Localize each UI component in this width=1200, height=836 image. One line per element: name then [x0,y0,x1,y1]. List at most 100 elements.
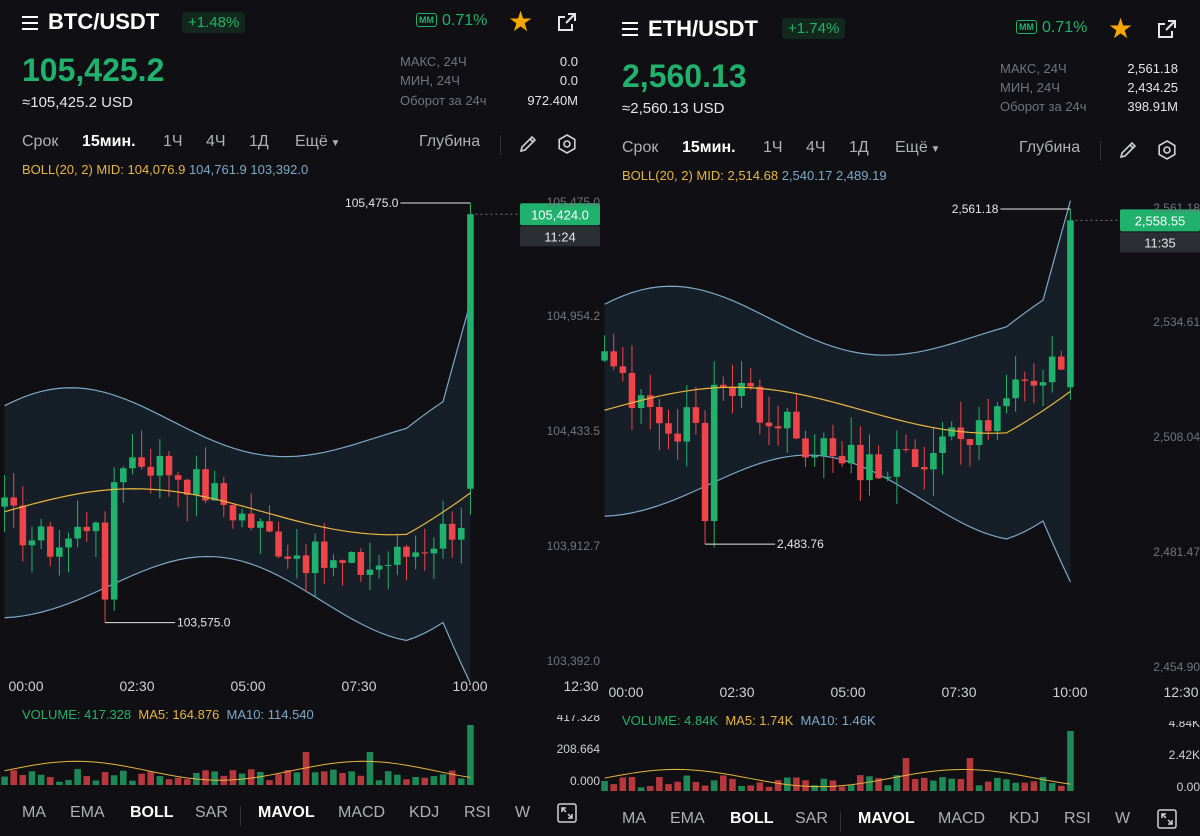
more-timeframes[interactable]: Ещё ▼ [295,133,340,151]
more-timeframes[interactable]: Ещё ▼ [895,139,940,157]
ind-boll[interactable]: BOLL [730,810,774,827]
candle [92,522,100,532]
candle [320,541,328,568]
tf-4h[interactable]: 4Ч [806,139,826,156]
tf-15m[interactable]: 15мин. [82,133,136,150]
pair-name[interactable]: BTC/USDT [48,9,160,34]
candle [366,569,374,575]
tf-4h[interactable]: 4Ч [206,133,226,150]
fullscreen-icon[interactable] [1156,808,1178,830]
ind-macd[interactable]: MACD [938,810,986,827]
mm-badge[interactable]: MM [1016,20,1037,34]
volume-ma10: MA10: 1.46K [800,713,876,728]
stat-label: МИН, 24Ч [400,73,460,88]
volume-bar [430,776,438,785]
ind-rsi[interactable]: RSI [1064,810,1091,827]
tf-15m[interactable]: 15мин. [682,139,736,156]
volume-bar [284,770,292,785]
candle [610,351,617,367]
ind-ema[interactable]: EMA [70,804,105,821]
candle [266,521,273,532]
volume-bar [65,779,72,785]
pair-name[interactable]: ETH/USDT [648,16,758,41]
timeframe-bar: Срок 15мин. 1Ч 4Ч 1Д Ещё ▼ Глубина [600,139,1200,163]
candle [439,523,447,549]
boll-lower: 103,392.0 [250,162,309,177]
pencil-icon[interactable] [1117,139,1139,161]
volume-bar [893,775,901,791]
price-axis-label: 103,912.7 [547,539,600,553]
candle [458,527,465,540]
volume-bar [74,769,81,785]
volume-bar [802,780,809,791]
depth-tab[interactable]: Глубина [419,133,481,150]
volume-bar [403,779,410,785]
boll-lower: 2,489.19 [835,168,887,183]
candle [1067,220,1074,388]
volume-bar [646,785,654,791]
ind-w[interactable]: W [1115,810,1131,827]
tf-1d[interactable]: 1Д [249,133,269,150]
ind-w[interactable]: W [515,804,531,821]
volume-bar [147,771,155,785]
tf-1d[interactable]: 1Д [849,139,869,156]
menu-icon[interactable] [622,22,638,36]
ind-kdj[interactable]: KDJ [409,804,440,821]
tf-1h[interactable]: 1Ч [163,133,183,150]
stat-label: Оборот за 24ч [1000,99,1087,114]
price-chart[interactable]: 2,561.18 2,483.76 2,558.55 11:35 2,561.18 2,5… [600,191,1200,711]
volume-bar [656,776,663,791]
candle [911,449,919,468]
ind-macd[interactable]: MACD [338,804,386,821]
volume-ma5-line [4,760,471,781]
volume-bar [394,774,401,785]
high-marker-label: 105,475.0 [345,196,399,210]
volume-chart[interactable]: 4.84K 2.42K 0.00 [600,721,1200,799]
volume-chart[interactable]: 417.328 208.664 0.000 [0,715,600,793]
volume-bar [293,772,301,785]
ind-ema[interactable]: EMA [670,810,705,827]
candle [284,556,292,559]
ind-sar[interactable]: SAR [195,804,228,821]
mm-badge[interactable]: MM [416,13,437,27]
share-icon[interactable] [1156,18,1178,40]
fullscreen-icon[interactable] [556,802,578,824]
boll-upper-line [604,200,1072,356]
volume-bar [738,785,745,791]
candle [421,552,429,554]
ind-sar[interactable]: SAR [795,810,828,827]
volume-bar [211,771,218,785]
candle [802,438,809,458]
ind-ma[interactable]: MA [622,810,646,827]
share-icon[interactable] [556,11,578,33]
star-icon[interactable]: ★ [1108,13,1134,44]
ind-ma[interactable]: MA [22,804,46,821]
price-chart[interactable]: 105,475.0 103,575.0 105,424.0 11:24 105,475.… [0,185,600,705]
volume-bar [266,780,273,785]
volume-bar [311,772,319,785]
volume-bar [665,784,672,791]
ind-mavol[interactable]: MAVOL [858,810,915,827]
gear-icon[interactable] [556,133,578,155]
depth-tab[interactable]: Глубина [1019,139,1081,156]
volume-bar [156,776,164,785]
candle [783,411,791,429]
ind-rsi[interactable]: RSI [464,804,491,821]
star-icon[interactable]: ★ [508,6,534,37]
pencil-icon[interactable] [517,133,539,155]
volume-bar [966,758,974,791]
menu-icon[interactable] [22,16,38,30]
candle [893,449,901,477]
price-axis-label: 2,454.90 [1153,660,1200,674]
boll-lower-line [4,555,471,684]
gear-icon[interactable] [1156,139,1178,161]
candle [665,423,672,434]
candle [311,541,319,574]
ind-boll[interactable]: BOLL [130,804,174,821]
volume-bar [421,777,429,785]
candle [1030,380,1038,386]
tf-1h[interactable]: 1Ч [763,139,783,156]
stat-value: 972.40M [527,93,578,108]
ind-kdj[interactable]: KDJ [1009,810,1040,827]
ind-mavol[interactable]: MAVOL [258,804,315,821]
